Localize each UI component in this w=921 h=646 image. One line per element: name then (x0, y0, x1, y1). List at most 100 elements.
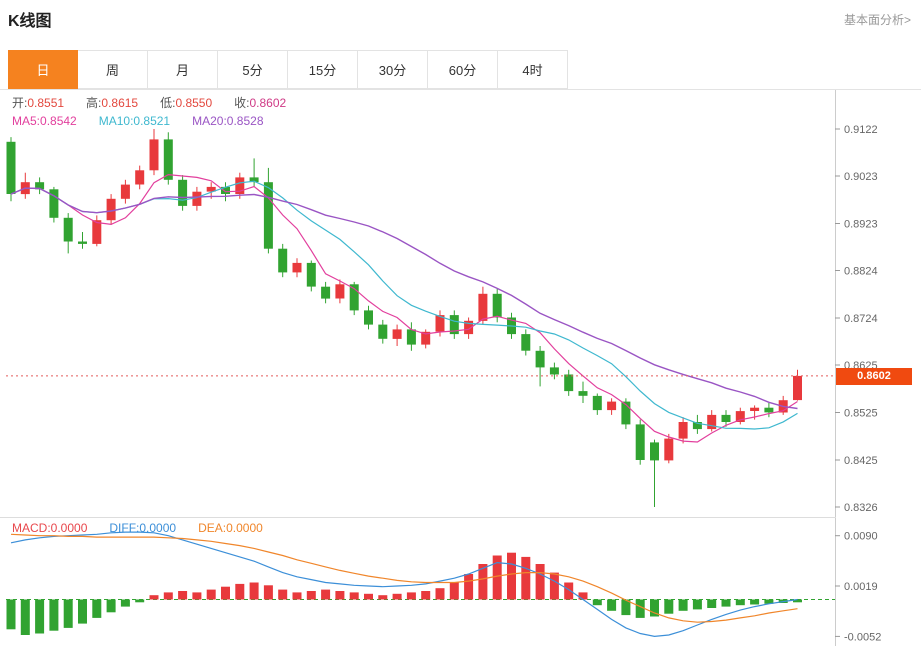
legend-label: DEA: (198, 521, 227, 535)
legend-value: 0.0000 (226, 521, 263, 535)
candle-body (321, 286, 331, 299)
candle-body (721, 414, 731, 422)
dea-line (10, 533, 798, 623)
tab-5分[interactable]: 5分 (218, 50, 288, 89)
candle-body (378, 324, 388, 339)
legend-label: 开: (12, 96, 28, 110)
candle-body (235, 177, 245, 194)
candle-body (78, 241, 87, 244)
candle-body (564, 374, 574, 392)
candle-body (549, 367, 559, 375)
macd-bar (692, 599, 702, 610)
candle-body (607, 401, 617, 411)
macd-bar (6, 599, 16, 630)
macd-bar (535, 564, 545, 600)
macd-bar (678, 599, 688, 611)
candle-body (135, 170, 145, 185)
legend-value: 0.0000 (50, 521, 88, 535)
macd-bar (521, 556, 531, 600)
macd-axis-label: 0.0090 (844, 531, 878, 543)
candle-body (478, 293, 488, 321)
macd-axis-label: -0.0052 (844, 631, 881, 643)
macd-bar (764, 599, 774, 604)
macd-bar (335, 591, 345, 600)
candle-body (335, 284, 345, 299)
y-axis-label: 0.8923 (844, 219, 878, 231)
macd-bar (564, 582, 574, 600)
legend-item: MACD:0.0000 (12, 521, 87, 535)
candle-body (764, 407, 774, 413)
fundamental-analysis-link[interactable]: 基本面分析> (843, 13, 911, 27)
macd-bar (149, 595, 159, 600)
current-price-badge: 0.8602 (836, 368, 912, 385)
candle-body (692, 422, 702, 430)
macd-bar (221, 586, 230, 600)
candle-body (163, 139, 173, 180)
macd-bar (635, 599, 645, 618)
y-axis-label: 0.8525 (844, 408, 878, 420)
candle-body (392, 329, 402, 339)
macd-bar (364, 593, 373, 600)
macd-bar (549, 572, 559, 600)
legend-label: 低: (160, 96, 176, 110)
tab-周[interactable]: 周 (78, 50, 148, 89)
ohlc-legend: 开:0.8551 高:0.8615 低:0.8550 收:0.8602 (12, 94, 308, 111)
legend-value: 0.8615 (101, 96, 139, 110)
candle-body (63, 217, 73, 242)
candle-body (435, 315, 445, 332)
tab-日[interactable]: 日 (8, 50, 78, 89)
candle-body (206, 186, 216, 192)
candle-body (492, 293, 502, 318)
candle-body (678, 422, 688, 439)
y-axis-label: 0.9122 (844, 124, 878, 136)
candles-group (6, 129, 802, 507)
legend-item: MA20:0.8528 (192, 114, 263, 128)
diff-line (10, 531, 798, 638)
legend-item: MA5:0.8542 (12, 114, 77, 128)
macd-bar (507, 552, 516, 600)
candle-body (650, 442, 659, 461)
legend-label: MACD: (12, 521, 51, 535)
legend-item: DEA:0.0000 (198, 521, 263, 535)
candle-body (707, 414, 717, 430)
legend-item: 收:0.8602 (234, 96, 286, 110)
tab-30分[interactable]: 30分 (358, 50, 428, 89)
candle-body (750, 407, 760, 411)
candle-body (793, 375, 802, 401)
macd-bar (163, 592, 173, 600)
macd-bar (435, 588, 445, 600)
legend-item: 高:0.8615 (86, 96, 138, 110)
candle-body (349, 284, 359, 311)
tab-月[interactable]: 月 (148, 50, 218, 89)
candlestick-chart[interactable]: 0.91220.90230.89230.88240.87240.86250.85… (0, 90, 921, 518)
macd-bar (750, 599, 760, 605)
macd-bar (306, 591, 316, 600)
y-axis-label: 0.9023 (844, 171, 878, 183)
macd-bar (206, 589, 216, 600)
macd-bar (449, 582, 459, 600)
macd-bar (20, 599, 30, 635)
tab-60分[interactable]: 60分 (428, 50, 498, 89)
tab-4时[interactable]: 4时 (498, 50, 568, 89)
macd-bar (621, 599, 631, 616)
macd-bar (321, 589, 331, 600)
macd-bar (492, 555, 502, 600)
macd-bar (464, 574, 474, 600)
ma20-line (10, 187, 798, 410)
candle-body (6, 141, 16, 194)
macd-bar (235, 583, 245, 600)
macd-bar (607, 599, 617, 611)
macd-chart[interactable]: 0.0090 0.0019 -0.0052 (0, 518, 921, 646)
macd-bar (249, 582, 259, 600)
macd-bar (406, 592, 416, 600)
macd-bar (192, 592, 202, 600)
macd-legend: MACD:0.0000 DIFF:0.0000 DEA:0.0000 (12, 521, 285, 535)
tab-15分[interactable]: 15分 (288, 50, 358, 89)
ma10-line (10, 180, 798, 430)
candle-body (406, 329, 416, 345)
macd-bar (63, 599, 73, 628)
candle-body (664, 438, 674, 461)
legend-item: 开:0.8551 (12, 96, 64, 110)
macd-bar (392, 593, 402, 600)
candle-body (263, 182, 273, 249)
